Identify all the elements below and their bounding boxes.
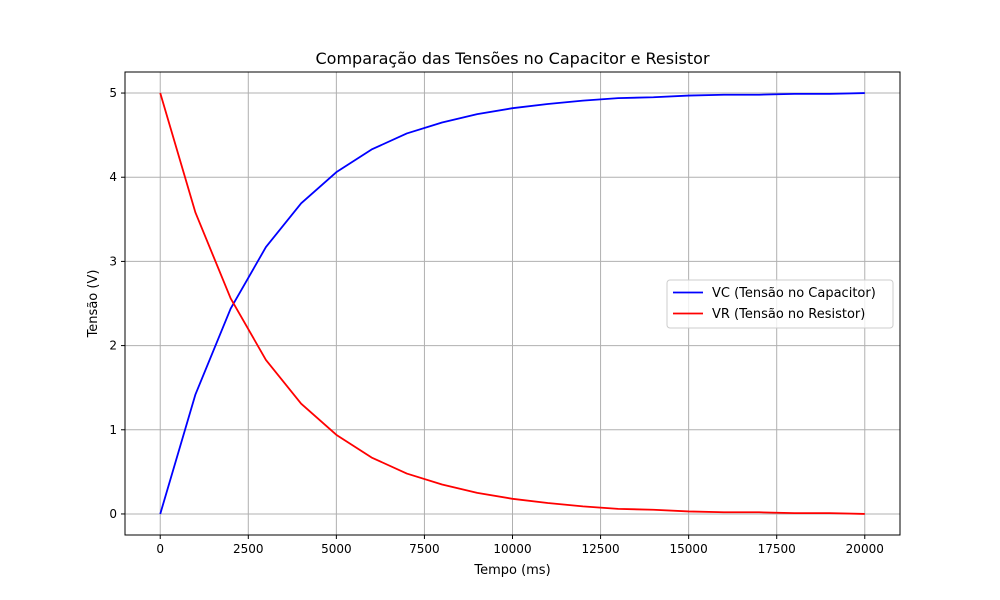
y-tick-label: 3: [109, 254, 117, 268]
x-tick-label: 10000: [493, 542, 531, 556]
x-tick-label: 15000: [670, 542, 708, 556]
grid: [125, 72, 900, 535]
y-tick-label: 1: [109, 423, 117, 437]
series-line-vc: [159, 92, 865, 515]
legend: VC (Tensão no Capacitor) VR (Tensão no R…: [666, 279, 894, 329]
x-tick-label: 20000: [846, 542, 884, 556]
legend-label-vr: VR (Tensão no Resistor): [712, 307, 865, 322]
y-tick-label: 4: [109, 170, 117, 184]
x-tick-label: 0: [156, 542, 164, 556]
x-tick-label: 7500: [409, 542, 440, 556]
series-line-vr: [159, 92, 865, 515]
x-tick-label: 2500: [233, 542, 264, 556]
y-tick-label: 2: [109, 339, 117, 353]
y-tick-label: 0: [109, 507, 117, 521]
x-tick-label: 12500: [581, 542, 619, 556]
legend-label-vc: VC (Tensão no Capacitor): [712, 286, 876, 301]
y-axis-label: Tensão (V): [86, 270, 101, 339]
x-tick-label: 17500: [758, 542, 796, 556]
x-axis-ticks: 0 2500 5000 7500 10000 12500 15000 17500 20000: [156, 535, 884, 556]
chart-title: Comparação das Tensões no Capacitor e Re…: [315, 49, 709, 68]
x-tick-label: 5000: [321, 542, 352, 556]
y-axis-ticks: 0 1 2 3 4 5: [109, 86, 125, 521]
series-lines: [159, 92, 865, 515]
x-axis-label: Tempo (ms): [473, 563, 550, 578]
y-tick-label: 5: [109, 86, 117, 100]
legend-box: [666, 279, 894, 329]
